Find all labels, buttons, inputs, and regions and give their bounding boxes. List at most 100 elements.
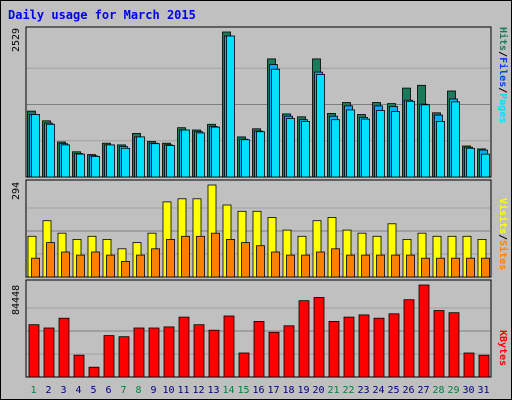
sites-bar-day-31 xyxy=(481,257,490,278)
sites-bar-day-13 xyxy=(211,232,220,278)
day-label-5: 5 xyxy=(90,385,96,396)
pages-bar-day-13 xyxy=(211,126,220,178)
sites-bar-day-25 xyxy=(391,254,400,278)
legend-entry: Visits xyxy=(497,198,509,234)
kbytes-bar-day-19 xyxy=(298,300,310,378)
kbytes-bar-day-24 xyxy=(373,317,385,378)
pages-bar-day-18 xyxy=(286,118,295,178)
kbytes-bar-day-26 xyxy=(403,299,415,378)
sites-bar-day-4 xyxy=(76,254,85,278)
sites-bar-day-28 xyxy=(436,257,445,278)
kbytes-bar-day-3 xyxy=(58,317,70,378)
kbytes-bar-day-18 xyxy=(283,325,295,378)
day-label-10: 10 xyxy=(162,385,174,396)
pages-bar-day-15 xyxy=(241,139,250,178)
sites-bar-day-16 xyxy=(256,245,265,278)
sites-bar-day-7 xyxy=(121,260,130,278)
sites-bar-day-5 xyxy=(91,251,100,278)
kbytes-bar-day-13 xyxy=(208,329,220,378)
sites-bar-day-19 xyxy=(301,254,310,278)
kbytes-bar-day-9 xyxy=(148,327,160,378)
day-label-18: 18 xyxy=(282,385,294,396)
pages-bar-day-17 xyxy=(271,68,280,178)
day-label-3: 3 xyxy=(60,385,66,396)
legend-entry: KBytes xyxy=(497,330,508,366)
pages-bar-day-19 xyxy=(301,121,310,178)
day-label-23: 23 xyxy=(357,385,369,396)
kbytes-bar-day-27 xyxy=(418,284,430,378)
kbytes-bar-day-25 xyxy=(388,313,400,378)
visits-panel-bars xyxy=(27,184,490,278)
hits-max-label: 2529 xyxy=(11,28,22,52)
day-label-20: 20 xyxy=(312,385,324,396)
kbytes-bar-day-10 xyxy=(163,326,175,378)
pages-bar-day-28 xyxy=(436,121,445,178)
day-label-6: 6 xyxy=(105,385,111,396)
kbytes-bar-day-1 xyxy=(28,324,40,378)
day-label-26: 26 xyxy=(402,385,414,396)
kbytes-bar-day-31 xyxy=(478,354,490,378)
kbytes-bar-day-30 xyxy=(463,352,475,378)
sites-bar-day-22 xyxy=(346,254,355,278)
sites-bar-day-30 xyxy=(466,257,475,278)
kbytes-bar-day-2 xyxy=(43,327,55,378)
pages-bar-day-26 xyxy=(406,100,415,178)
pages-bar-day-7 xyxy=(121,147,130,178)
kbytes-bar-day-20 xyxy=(313,297,325,378)
day-label-28: 28 xyxy=(432,385,444,396)
visits-sites-panel: 294 Visits/Sites xyxy=(11,179,509,278)
sites-bar-day-3 xyxy=(61,251,70,278)
kbytes-bar-day-8 xyxy=(133,327,145,378)
hits-panel-bars xyxy=(27,31,490,178)
sites-bar-day-10 xyxy=(166,238,175,278)
sites-bar-day-1 xyxy=(31,257,40,278)
chart-title: Daily usage for March 2015 xyxy=(8,8,196,22)
kbytes-bar-day-17 xyxy=(268,331,280,378)
day-label-15: 15 xyxy=(237,385,249,396)
visits-max-label: 294 xyxy=(11,182,22,200)
kbytes-bar-day-23 xyxy=(358,314,370,378)
kbytes-bar-day-7 xyxy=(118,336,130,378)
kbytes-bar-day-14 xyxy=(223,315,235,378)
pages-bar-day-11 xyxy=(181,129,190,178)
legend-entry: / xyxy=(497,234,508,240)
day-label-24: 24 xyxy=(372,385,384,396)
sites-bar-day-6 xyxy=(106,254,115,278)
sites-bar-day-17 xyxy=(271,251,280,278)
pages-bar-day-22 xyxy=(346,109,355,178)
day-label-21: 21 xyxy=(327,385,339,396)
kbytes-legend: KBytes xyxy=(497,330,508,366)
sites-bar-day-23 xyxy=(361,254,370,278)
pages-bar-day-25 xyxy=(391,111,400,178)
sites-bar-day-8 xyxy=(136,254,145,278)
kbytes-bar-day-4 xyxy=(73,354,85,378)
kbytes-bar-day-16 xyxy=(253,320,265,378)
sites-bar-day-24 xyxy=(376,254,385,278)
pages-bar-day-30 xyxy=(466,147,475,178)
day-label-19: 19 xyxy=(297,385,309,396)
sites-bar-day-29 xyxy=(451,257,460,278)
sites-bar-day-15 xyxy=(241,242,250,278)
pages-bar-day-16 xyxy=(256,131,265,178)
day-label-16: 16 xyxy=(252,385,264,396)
sites-bar-day-18 xyxy=(286,254,295,278)
pages-bar-day-4 xyxy=(76,153,85,178)
kbytes-panel-bars xyxy=(28,284,490,378)
sites-bar-day-27 xyxy=(421,257,430,278)
pages-bar-day-6 xyxy=(106,144,115,178)
pages-bar-day-12 xyxy=(196,132,205,178)
pages-bar-day-31 xyxy=(481,153,490,178)
legend-entry: / xyxy=(497,87,508,93)
pages-bar-day-21 xyxy=(331,119,340,178)
day-label-4: 4 xyxy=(75,385,81,396)
kbytes-bar-day-15 xyxy=(238,352,250,378)
sites-bar-day-9 xyxy=(151,248,160,278)
day-label-13: 13 xyxy=(207,385,219,396)
day-label-7: 7 xyxy=(120,385,126,396)
sites-bar-day-20 xyxy=(316,251,325,278)
legend-entry: Files xyxy=(497,57,509,87)
day-label-11: 11 xyxy=(177,385,189,396)
legend-entry: Pages xyxy=(497,93,508,123)
pages-bar-day-14 xyxy=(226,35,235,178)
